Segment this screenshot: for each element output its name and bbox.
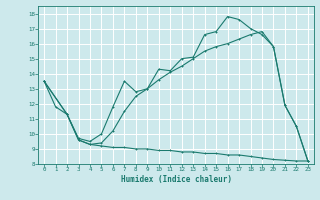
X-axis label: Humidex (Indice chaleur): Humidex (Indice chaleur) xyxy=(121,175,231,184)
